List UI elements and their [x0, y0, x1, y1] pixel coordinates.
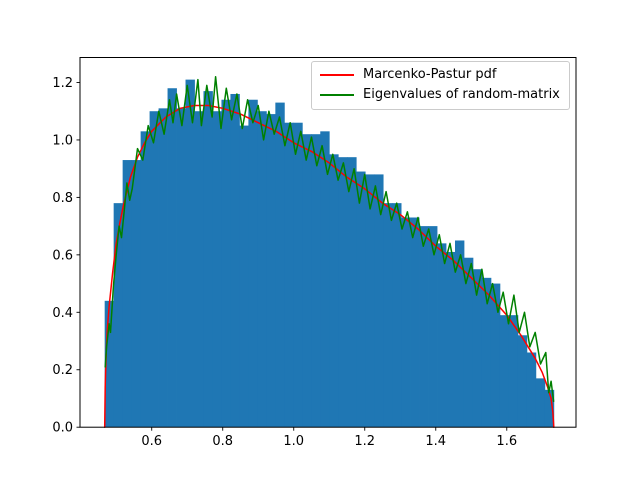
- y-tick-label: 0.8: [52, 191, 73, 206]
- histogram-bar: [365, 174, 375, 428]
- histogram-bar: [401, 217, 411, 428]
- histogram-bar: [544, 389, 555, 428]
- x-tick-label: 1.0: [283, 434, 304, 449]
- histogram-bar: [248, 99, 258, 428]
- histogram-bar: [140, 131, 150, 428]
- y-tick-label: 1.0: [52, 133, 73, 148]
- histogram-bar: [455, 240, 465, 428]
- y-tick-label: 0.4: [52, 306, 73, 321]
- histogram-bar: [257, 111, 267, 428]
- histogram-bar: [122, 160, 133, 428]
- y-tick-label: 0.2: [52, 363, 73, 378]
- histogram-bar: [311, 134, 321, 428]
- histogram-bar: [419, 226, 429, 428]
- histogram-bar: [428, 226, 438, 428]
- histogram-bar: [266, 114, 276, 428]
- histogram-bar: [203, 91, 213, 428]
- legend: Marcenko-Pastur pdf Eigenvalues of rando…: [311, 61, 570, 110]
- histogram-bar: [472, 269, 483, 428]
- histogram-bar: [176, 108, 186, 428]
- histogram-bar: [239, 125, 249, 428]
- histogram-bar: [284, 122, 294, 428]
- legend-line-sample-red: [320, 74, 354, 77]
- x-tick-label: 0.6: [141, 434, 162, 449]
- histogram-bar: [526, 352, 537, 428]
- histogram-bar: [320, 131, 330, 428]
- legend-line-sample-green: [320, 94, 354, 97]
- histogram-bar: [437, 243, 447, 428]
- histogram-bar: [302, 134, 312, 428]
- legend-entry-marcenko-pastur: Marcenko-Pastur pdf: [320, 67, 561, 82]
- x-tick-label: 1.4: [425, 434, 446, 449]
- x-tick-label: 1.2: [354, 434, 375, 449]
- histogram-bar: [347, 157, 357, 428]
- eigenvalue-density-line: [104, 75, 555, 403]
- histogram-bar: [212, 111, 222, 428]
- histogram-bar: [374, 174, 384, 428]
- y-tick-label: 0.6: [52, 248, 73, 263]
- histogram-bar: [356, 171, 366, 428]
- histogram-bar: [508, 315, 519, 428]
- histogram-bar: [185, 79, 195, 428]
- histogram-bar: [499, 315, 510, 428]
- histogram-bar: [149, 111, 159, 428]
- histogram-bar: [446, 251, 456, 428]
- y-tick-label: 1.2: [52, 76, 73, 91]
- histogram-bar: [104, 300, 115, 428]
- histogram-bar: [167, 88, 177, 428]
- histogram-bar: [221, 99, 231, 428]
- histogram-bar: [338, 157, 348, 428]
- histogram-bar: [113, 203, 124, 428]
- axes-frame: [79, 57, 577, 428]
- histogram-bar: [275, 102, 285, 428]
- x-tick-label: 0.8: [212, 434, 233, 449]
- histogram-bar: [410, 217, 420, 428]
- histogram-bar: [490, 283, 501, 428]
- legend-label: Eigenvalues of random-matrix: [363, 87, 560, 103]
- histogram-bar: [194, 111, 204, 428]
- legend-entry-eigenvalues: Eigenvalues of random-matrix: [320, 87, 561, 103]
- histogram-bar: [383, 203, 393, 428]
- legend-label: Marcenko-Pastur pdf: [363, 67, 497, 82]
- histogram-bar: [463, 257, 474, 428]
- x-tick-label: 1.6: [496, 434, 517, 449]
- histogram-bar: [131, 160, 141, 428]
- y-tick-label: 0.0: [52, 421, 73, 436]
- histogram-bar: [230, 93, 240, 428]
- histogram-bar: [517, 335, 528, 428]
- histogram-bar: [293, 122, 303, 428]
- histogram-bar: [158, 108, 168, 428]
- eigenvalue-histogram: [104, 79, 555, 428]
- histogram-bar: [329, 154, 339, 428]
- histogram-bar: [481, 277, 492, 428]
- histogram-bar: [392, 203, 402, 428]
- histogram-bar: [535, 378, 546, 428]
